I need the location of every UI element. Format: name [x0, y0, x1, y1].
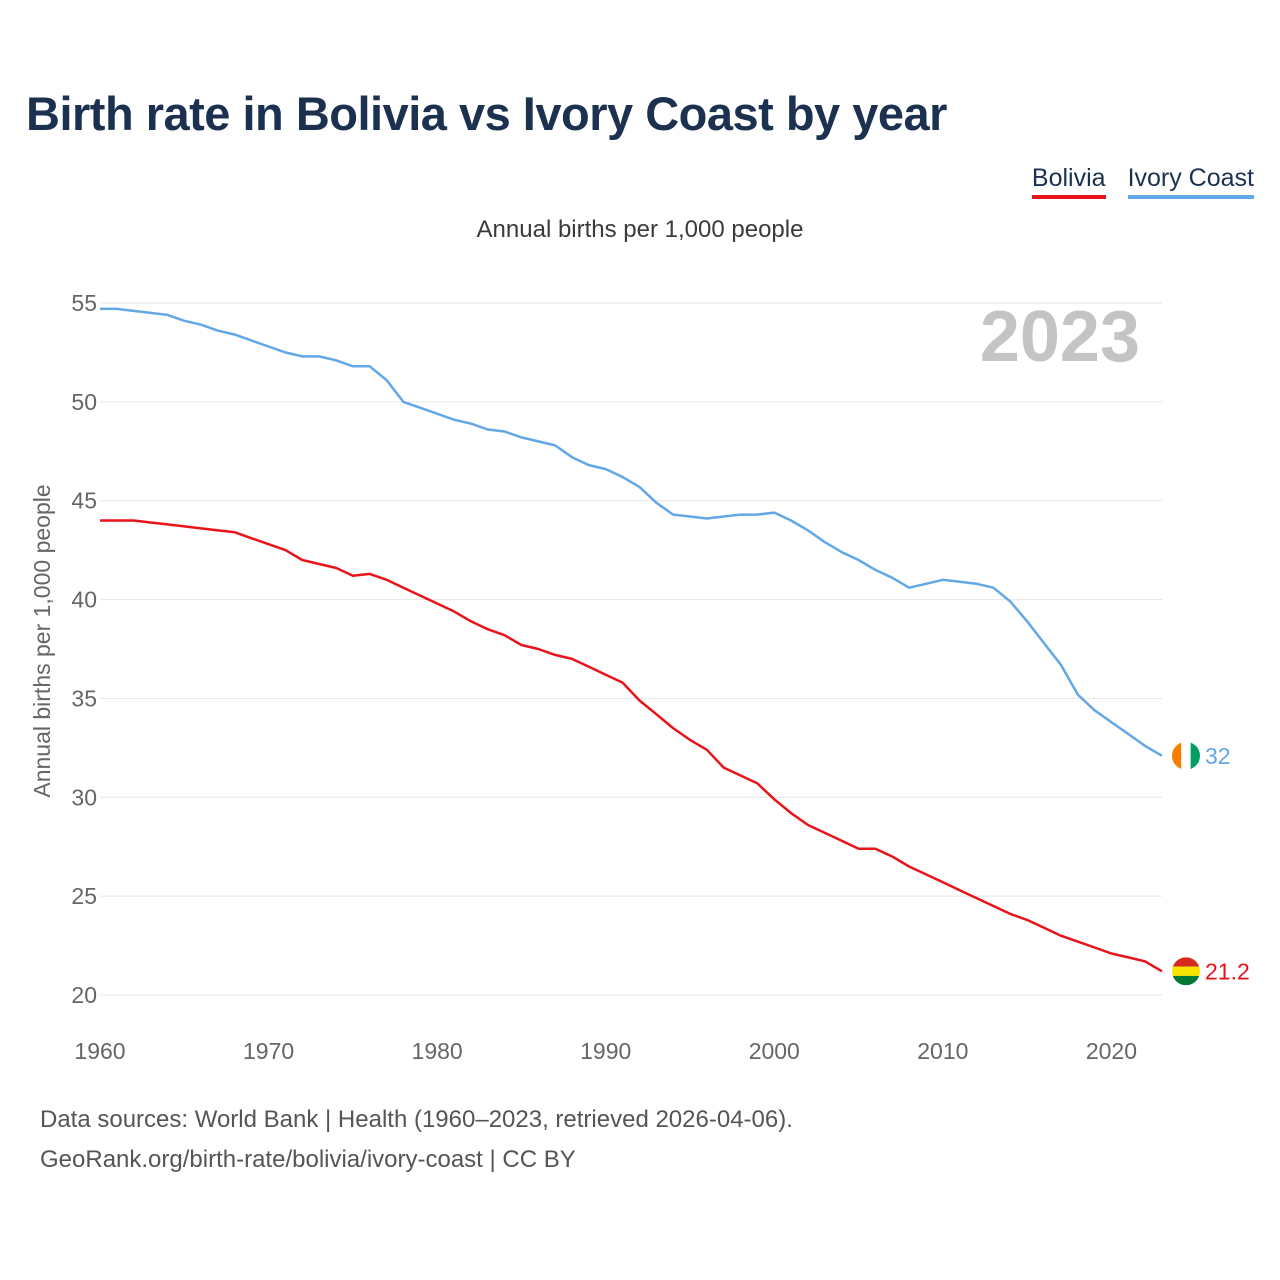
flag-ivory-coast-icon: [1172, 741, 1200, 770]
series-line-ivory-coast: [100, 307, 1163, 757]
chart-subtitle: Annual births per 1,000 people: [476, 216, 804, 243]
y-tick-label: 50: [71, 389, 97, 415]
x-tick-label: 2000: [749, 1038, 800, 1064]
y-axis-label: Annual births per 1,000 people: [29, 484, 55, 797]
x-tick-label: 1990: [580, 1038, 631, 1064]
x-tick-label: 1970: [243, 1038, 294, 1064]
legend-item-bolivia[interactable]: Bolivia: [1031, 164, 1106, 199]
y-tick-label: 45: [71, 488, 97, 514]
y-tick-label: 35: [71, 685, 97, 711]
year-watermark: 2023: [980, 297, 1140, 377]
x-tick-label: 1980: [412, 1038, 463, 1064]
y-tick-label: 30: [71, 784, 97, 810]
x-tick-label: 2020: [1086, 1038, 1137, 1064]
end-value-label-bolivia: 21.2: [1205, 958, 1250, 984]
y-tick-label: 55: [71, 290, 97, 316]
y-tick-label: 20: [71, 982, 97, 1008]
flag-bolivia-icon: [1172, 957, 1200, 986]
end-value-label-ivory-coast: 32: [1205, 743, 1231, 769]
y-tick-label: 25: [71, 883, 97, 909]
footer-source: Data sources: World Bank | Health (1960–…: [40, 1106, 793, 1133]
legend-item-ivory-coast[interactable]: Ivory Coast: [1127, 164, 1254, 199]
page-title: Birth rate in Bolivia vs Ivory Coast by …: [26, 87, 947, 140]
legend: Bolivia Ivory Coast: [1031, 164, 1254, 199]
y-tick-label: 40: [71, 587, 97, 613]
x-tick-label: 1960: [74, 1038, 125, 1064]
series-line-bolivia: [100, 519, 1163, 973]
line-chart: 20 25 30 35 40 45 50 55 1960 1970 1980 1990 2000 2010…: [29, 290, 1250, 1064]
x-tick-label: 2010: [917, 1038, 968, 1064]
footer-url: GeoRank.org/birth-rate/bolivia/ivory-coa…: [40, 1146, 576, 1173]
